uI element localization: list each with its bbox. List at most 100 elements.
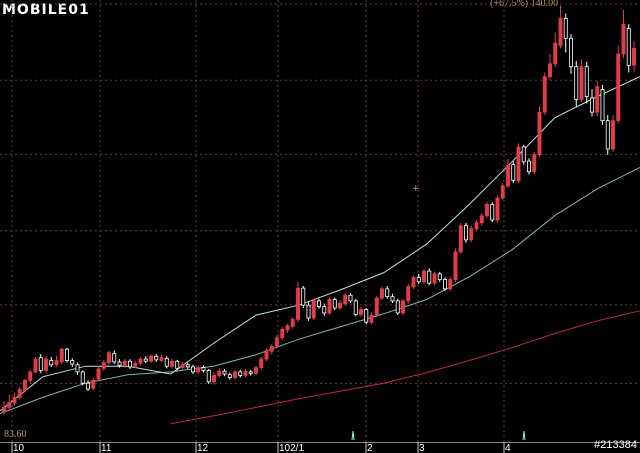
candle-body [138, 358, 143, 364]
candle-body [233, 371, 237, 378]
candle-body [626, 27, 631, 66]
candle-body [311, 300, 316, 319]
candle-body [122, 360, 127, 366]
candle-body [143, 358, 148, 362]
chart-grid [0, 0, 640, 443]
candle-body [70, 360, 75, 365]
candle [443, 277, 447, 291]
candle [54, 355, 59, 367]
candle-body [511, 164, 516, 181]
candle-body [611, 120, 615, 150]
candle-body [464, 225, 468, 241]
candle [584, 61, 589, 104]
candle [605, 114, 610, 155]
candle-body [296, 287, 300, 320]
candle [558, 5, 563, 49]
candle [170, 359, 174, 369]
candle-body [453, 251, 458, 281]
candle [206, 369, 211, 384]
high-price-label: (+67.5%) 140.00 [490, 0, 559, 9]
candle [485, 201, 489, 218]
candle [222, 369, 227, 377]
candle [527, 158, 531, 175]
candle-body [159, 357, 164, 361]
candle [154, 354, 159, 362]
candle [107, 350, 111, 365]
candle-body [185, 364, 190, 368]
candle [437, 271, 442, 282]
candle [306, 302, 311, 321]
candle-body [369, 314, 374, 323]
candle [23, 378, 27, 393]
candle [369, 312, 374, 325]
candle [112, 350, 117, 365]
candle-body [80, 371, 85, 384]
candle-body [17, 389, 22, 398]
candle-body [558, 18, 563, 46]
candle [595, 80, 600, 117]
candle-body [359, 309, 363, 315]
image-id-watermark: #213384 [594, 439, 637, 451]
candle-body [38, 357, 43, 371]
ma-long-line [170, 310, 640, 425]
candle-body [243, 370, 248, 376]
candle [332, 297, 337, 311]
candle [280, 327, 285, 340]
candle [411, 275, 416, 289]
candle [327, 297, 332, 316]
candle-body [590, 97, 594, 113]
crosshair-icon: + [412, 184, 420, 194]
candle [44, 356, 48, 373]
candle [495, 195, 500, 223]
candle-body [437, 273, 442, 281]
candle-body [222, 370, 227, 375]
candle [164, 356, 169, 369]
candle-body [112, 353, 117, 363]
candle-body [117, 361, 122, 366]
candle-body [28, 371, 33, 381]
candle-body [521, 146, 526, 163]
candle [563, 13, 568, 53]
candle-body [75, 364, 80, 373]
candle [149, 354, 153, 363]
candle [359, 306, 363, 317]
x-tick-label: 102/1 [279, 443, 304, 453]
candle [269, 344, 274, 355]
candle [80, 370, 85, 386]
candle-body [579, 66, 584, 100]
candle-body [537, 111, 542, 156]
candle-body [427, 270, 432, 284]
candle [301, 286, 306, 308]
candle [122, 359, 127, 368]
candle-body [532, 154, 537, 173]
candle-body [128, 360, 132, 368]
candle [33, 356, 38, 374]
volume-spike [351, 430, 355, 441]
candle [380, 286, 384, 301]
candles [2, 5, 636, 415]
candle [49, 356, 54, 367]
candle [38, 354, 43, 374]
candle [322, 303, 327, 316]
candle-body [600, 89, 605, 122]
candle [458, 222, 463, 255]
candle-body [133, 362, 138, 367]
candle [264, 348, 269, 362]
candle [464, 222, 468, 243]
candle [254, 365, 258, 376]
moving-average-lines [0, 76, 640, 425]
candle [343, 293, 348, 306]
volume-ticks [351, 430, 526, 441]
candle-body [448, 279, 453, 290]
candle-body [290, 318, 295, 327]
candle [626, 24, 631, 73]
candle-body [353, 300, 358, 315]
candle [569, 34, 573, 74]
candle-body [259, 358, 264, 369]
candle [422, 268, 426, 284]
candle [406, 283, 411, 304]
candle [353, 298, 358, 317]
candle-body [217, 370, 222, 376]
ma-mid-line [0, 167, 640, 415]
candle [143, 356, 148, 364]
